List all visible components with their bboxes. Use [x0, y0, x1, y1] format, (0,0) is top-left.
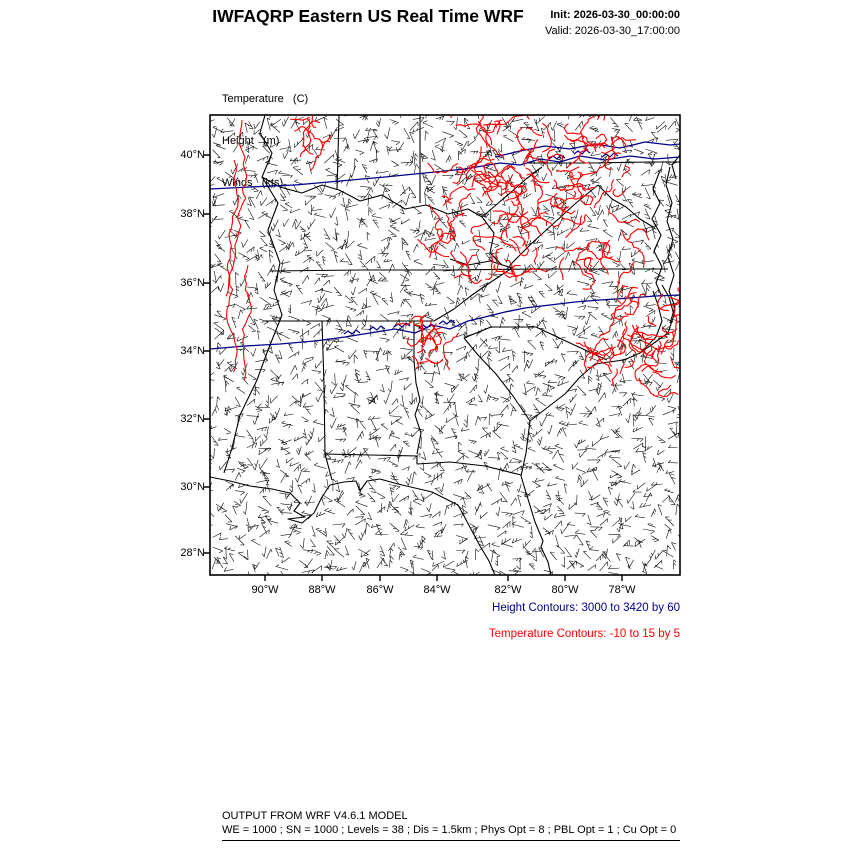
- lat-tick-label: 34°N: [180, 345, 205, 357]
- page-title: IWFAQRP Eastern US Real Time WRF: [212, 6, 524, 26]
- wind-barbs-layer: [210, 115, 680, 575]
- lon-tick-label: 90°W: [251, 584, 279, 596]
- legend-temperature: Temperature (C): [222, 93, 309, 105]
- lon-tick-label: 88°W: [308, 584, 336, 596]
- wrf-map-plot: [204, 114, 681, 581]
- footer-model-line: OUTPUT FROM WRF V4.6.1 MODEL: [222, 810, 408, 822]
- lon-tick-label: 78°W: [608, 584, 636, 596]
- temperature-contours-caption: Temperature Contours: -10 to 15 by 5: [488, 628, 680, 640]
- lat-tick-label: 28°N: [180, 547, 205, 559]
- map-canvas: [204, 114, 681, 581]
- lon-tick-label: 86°W: [366, 584, 394, 596]
- state-boundaries-layer: [210, 115, 680, 575]
- lat-tick-label: 38°N: [180, 208, 205, 220]
- footer-config-line: WE = 1000 ; SN = 1000 ; Levels = 38 ; Di…: [222, 824, 677, 836]
- height-contours-layer: [210, 141, 680, 350]
- map-frame: [209, 114, 681, 576]
- axis-ticks: [204, 154, 623, 581]
- footer-rule: [222, 840, 680, 841]
- lon-tick-label: 80°W: [551, 584, 579, 596]
- lat-tick-label: 40°N: [180, 149, 205, 161]
- height-contours-caption: Height Contours: 3000 to 3420 by 60: [492, 602, 680, 614]
- lat-tick-label: 36°N: [180, 277, 205, 289]
- valid-time-label: Valid: 2026-03-30_17:00:00: [545, 25, 680, 37]
- lat-tick-label: 30°N: [180, 481, 205, 493]
- lon-tick-label: 84°W: [423, 584, 451, 596]
- lat-tick-label: 32°N: [180, 413, 205, 425]
- lon-tick-label: 82°W: [494, 584, 522, 596]
- init-time-label: Init: 2026-03-30_00:00:00: [550, 9, 680, 21]
- temperature-contours-layer: [225, 115, 680, 398]
